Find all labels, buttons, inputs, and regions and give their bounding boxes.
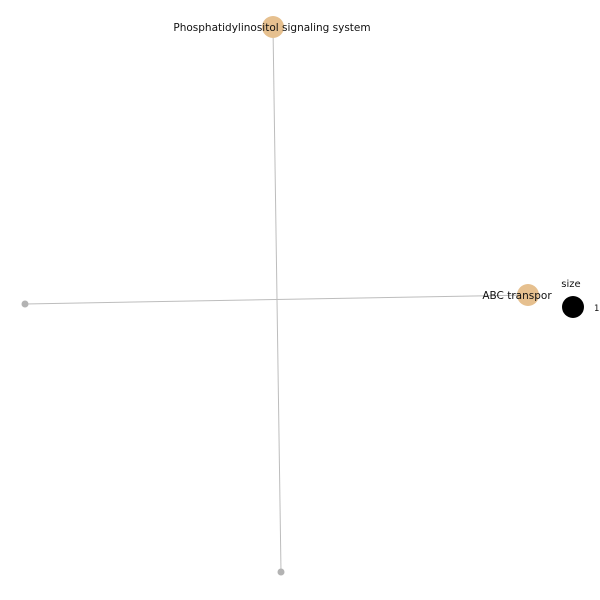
legend-size-value: 1 <box>594 304 599 314</box>
edge-abc-to-gene <box>24 294 529 305</box>
node-label-abc-transporter: ABC transpor <box>482 290 552 302</box>
legend-size-marker <box>562 296 584 318</box>
gene-node-bottom <box>277 568 285 576</box>
legend-title: size <box>561 279 580 290</box>
category-node-abc-transporter <box>517 284 539 306</box>
node-label-phosphatidylinositol: Phosphatidylinositol signaling system <box>173 22 370 34</box>
size-legend: size 1 <box>561 279 599 318</box>
label-layer: Phosphatidylinositol signaling system AB… <box>173 22 552 302</box>
gene-node-left <box>21 300 29 308</box>
node-layer <box>21 16 539 576</box>
edge-layer <box>24 26 529 573</box>
category-node-phosphatidylinositol <box>262 16 284 38</box>
